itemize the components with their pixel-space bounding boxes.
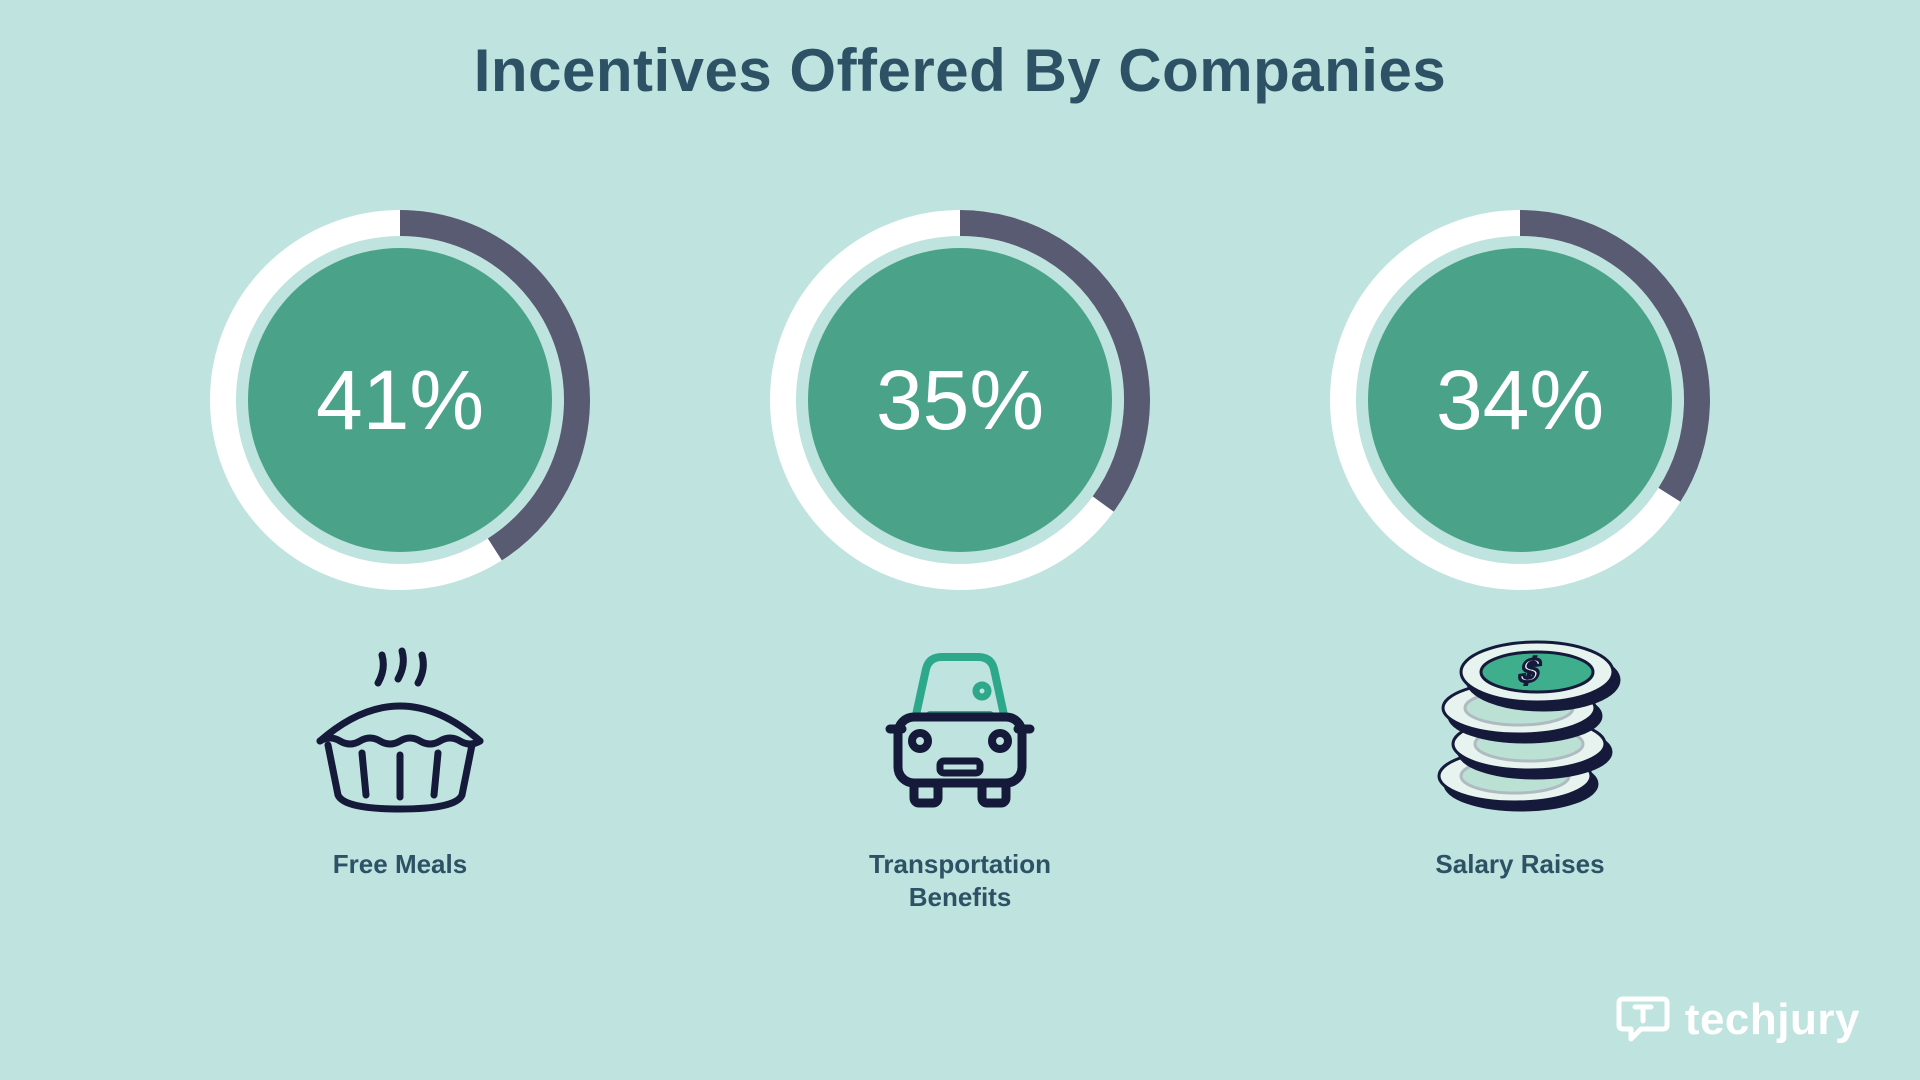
coins-icon: $ (1415, 640, 1625, 820)
incentive-item: 41% Free Meals (160, 210, 640, 881)
infographic-canvas: Incentives Offered By Companies 41% (0, 0, 1920, 1080)
gauge-row: 41% Free Meals 35% (0, 210, 1920, 913)
gauge: 41% (210, 210, 590, 590)
incentive-item: 35% Transportation Benefits (720, 210, 1200, 913)
gauge-value: 34% (1330, 210, 1710, 590)
gauge: 34% (1330, 210, 1710, 590)
brand-text: techjury (1685, 995, 1860, 1045)
incentive-item: 34% (1280, 210, 1760, 881)
gauge: 35% (770, 210, 1150, 590)
car-icon (880, 640, 1040, 820)
gauge-value: 41% (210, 210, 590, 590)
incentive-caption: Free Meals (333, 848, 467, 881)
gauge-value: 35% (770, 210, 1150, 590)
speech-bubble-icon (1615, 989, 1671, 1050)
pie-icon (300, 640, 500, 820)
incentive-caption: Transportation Benefits (869, 848, 1051, 913)
page-title: Incentives Offered By Companies (0, 36, 1920, 105)
brand-logo: techjury (1615, 989, 1860, 1050)
incentive-caption: Salary Raises (1435, 848, 1604, 881)
